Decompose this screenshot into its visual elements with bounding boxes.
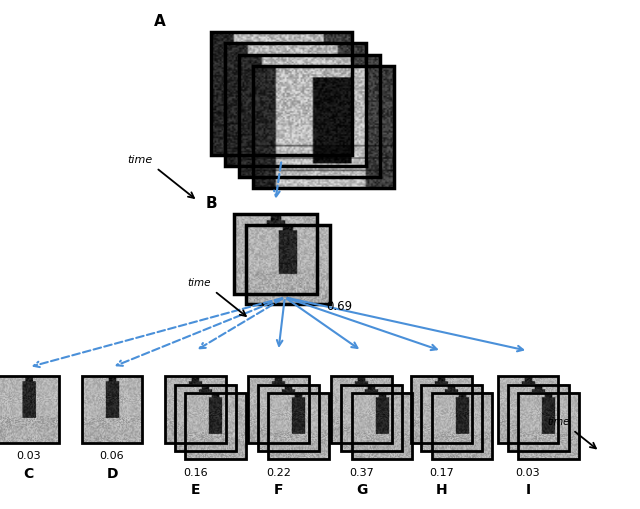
Text: G: G bbox=[356, 482, 367, 496]
Bar bbox=[82, 377, 142, 443]
Bar bbox=[352, 393, 413, 459]
Bar bbox=[211, 33, 352, 155]
Bar bbox=[253, 67, 394, 189]
Bar bbox=[0, 377, 59, 443]
Bar bbox=[269, 393, 329, 459]
Bar bbox=[246, 225, 330, 304]
Bar bbox=[508, 385, 569, 451]
Bar bbox=[422, 385, 483, 451]
Bar bbox=[518, 393, 579, 459]
Bar bbox=[412, 377, 472, 443]
Text: 0.06: 0.06 bbox=[100, 450, 124, 461]
Bar bbox=[498, 377, 558, 443]
Text: 0.69: 0.69 bbox=[326, 299, 353, 312]
Text: 0.37: 0.37 bbox=[349, 467, 374, 477]
Bar bbox=[432, 393, 493, 459]
Text: H: H bbox=[436, 482, 447, 496]
Text: 0.22: 0.22 bbox=[266, 467, 291, 477]
Bar bbox=[332, 377, 392, 443]
Bar bbox=[175, 385, 236, 451]
Text: E: E bbox=[191, 482, 200, 496]
Text: C: C bbox=[24, 466, 34, 479]
Bar bbox=[259, 385, 319, 451]
Bar bbox=[248, 377, 309, 443]
Text: 0.03: 0.03 bbox=[516, 467, 540, 477]
Text: 0.03: 0.03 bbox=[17, 450, 41, 461]
Text: B: B bbox=[206, 196, 218, 211]
Text: time: time bbox=[188, 277, 211, 287]
Text: 0.16: 0.16 bbox=[183, 467, 207, 477]
Bar bbox=[165, 377, 226, 443]
Bar bbox=[239, 55, 380, 178]
Text: time: time bbox=[128, 154, 153, 164]
Bar bbox=[186, 393, 246, 459]
Text: I: I bbox=[525, 482, 531, 496]
Bar bbox=[342, 385, 403, 451]
Bar bbox=[225, 44, 366, 166]
Text: time: time bbox=[547, 416, 570, 426]
Bar bbox=[234, 215, 317, 294]
Text: A: A bbox=[154, 14, 166, 29]
Text: D: D bbox=[106, 466, 118, 479]
Text: 0.17: 0.17 bbox=[429, 467, 454, 477]
Text: F: F bbox=[274, 482, 283, 496]
